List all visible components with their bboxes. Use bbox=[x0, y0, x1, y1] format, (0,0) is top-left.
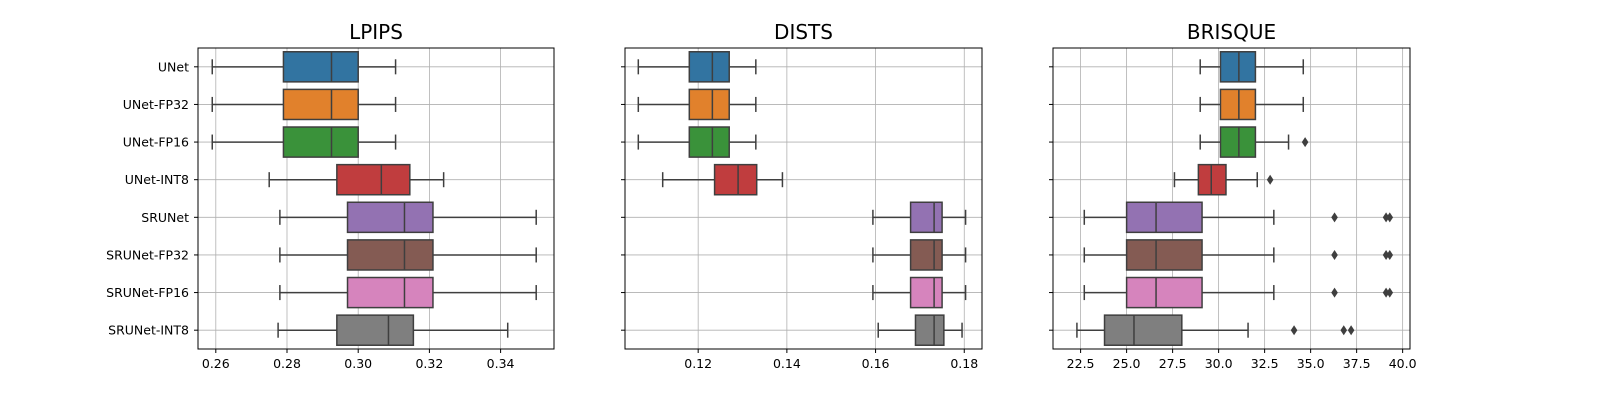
box-UNet-INT8 bbox=[661, 163, 784, 196]
y-tick-label: UNet bbox=[158, 59, 189, 74]
axes-frame bbox=[1052, 47, 1411, 350]
box-SRUNet-INT8 bbox=[877, 314, 963, 346]
box-UNet bbox=[1199, 51, 1305, 83]
iqr-box bbox=[688, 51, 730, 83]
iqr-box bbox=[1125, 201, 1203, 234]
box-UNet-FP32 bbox=[637, 88, 757, 121]
panel-title: DISTS bbox=[774, 20, 833, 44]
panel-title: LPIPS bbox=[349, 20, 403, 44]
iqr-box bbox=[346, 276, 434, 309]
iqr-box bbox=[1125, 276, 1203, 309]
outlier-point-1 bbox=[1382, 249, 1390, 260]
y-tick-label: SRUNet-INT8 bbox=[108, 323, 189, 338]
outlier-point-0 bbox=[1290, 325, 1298, 336]
x-tick-label: 32.5 bbox=[1251, 356, 1279, 371]
x-tick-label: 0.26 bbox=[202, 356, 230, 371]
box-SRUNet-FP32 bbox=[1083, 239, 1394, 271]
y-tick-label: SRUNet-FP32 bbox=[106, 247, 189, 262]
x-tick-label: 0.18 bbox=[950, 356, 978, 371]
iqr-box bbox=[1219, 51, 1257, 83]
x-tick-label: 30.0 bbox=[1205, 356, 1233, 371]
iqr-box bbox=[346, 239, 434, 271]
panel-title: BRISQUE bbox=[1187, 20, 1276, 44]
y-tick-label: SRUNet-FP16 bbox=[106, 285, 189, 300]
box-SRUNet-INT8 bbox=[277, 314, 509, 346]
x-tick-label: 35.0 bbox=[1297, 356, 1325, 371]
x-tick-label: 0.12 bbox=[684, 356, 712, 371]
box-SRUNet-INT8 bbox=[1076, 314, 1355, 346]
box-SRUNet-FP16 bbox=[872, 276, 967, 309]
outlier-point-0 bbox=[1266, 174, 1274, 185]
box-SRUNet-FP32 bbox=[279, 239, 537, 271]
box-SRUNet bbox=[872, 201, 967, 234]
iqr-box bbox=[346, 201, 434, 234]
outlier-point-0 bbox=[1331, 212, 1338, 223]
x-tick-label: 0.30 bbox=[344, 356, 372, 371]
box-UNet bbox=[211, 51, 397, 83]
panel-lpips: 0.26 0.28 0.30 0.32 0.34 UNet UNet-FP32 UNet-FP… bbox=[106, 20, 555, 371]
x-tick-label: 0.32 bbox=[415, 356, 443, 371]
iqr-box bbox=[282, 51, 359, 83]
outlier-point-1 bbox=[1340, 325, 1348, 336]
iqr-box bbox=[1219, 126, 1257, 158]
axes-frame bbox=[197, 47, 555, 350]
iqr-box bbox=[914, 314, 945, 346]
iqr-box bbox=[688, 88, 730, 121]
box-UNet-FP16 bbox=[1199, 126, 1309, 158]
box-UNet bbox=[637, 51, 757, 83]
iqr-box bbox=[909, 276, 943, 309]
axes-frame bbox=[624, 47, 983, 350]
x-tick-label: 25.0 bbox=[1113, 356, 1141, 371]
iqr-box bbox=[1125, 239, 1203, 271]
box-UNet-INT8 bbox=[268, 163, 445, 196]
y-tick-label: UNet-FP16 bbox=[123, 135, 189, 150]
iqr-box bbox=[688, 126, 730, 158]
box-UNet-FP16 bbox=[211, 126, 397, 158]
outlier-point-2 bbox=[1386, 287, 1394, 298]
box-SRUNet-FP16 bbox=[1083, 276, 1394, 309]
box-UNet-FP32 bbox=[211, 88, 397, 121]
box-SRUNet-FP16 bbox=[279, 276, 537, 309]
iqr-box bbox=[713, 163, 758, 196]
x-tick-label: 37.5 bbox=[1343, 356, 1371, 371]
y-tick-label: UNet-FP32 bbox=[123, 97, 189, 112]
iqr-box bbox=[336, 163, 411, 196]
panel-brisque: 22.5 25.0 27.5 30.0 32.5 35.0 37.5 40.0 BRISQUE bbox=[1049, 20, 1417, 371]
outlier-point-1 bbox=[1382, 212, 1390, 223]
iqr-box bbox=[282, 126, 359, 158]
outlier-point-1 bbox=[1382, 287, 1390, 298]
box-SRUNet bbox=[279, 201, 537, 234]
iqr-box bbox=[1219, 88, 1257, 121]
outlier-point-2 bbox=[1347, 325, 1355, 336]
panel-dists: 0.12 0.14 0.16 0.18 DISTS bbox=[621, 20, 983, 371]
x-tick-label: 22.5 bbox=[1067, 356, 1095, 371]
iqr-box bbox=[1197, 163, 1227, 196]
box-SRUNet bbox=[1083, 201, 1394, 234]
outlier-point-2 bbox=[1386, 249, 1394, 260]
x-tick-label: 40.0 bbox=[1389, 356, 1417, 371]
x-tick-label: 0.14 bbox=[773, 356, 801, 371]
box-UNet-FP16 bbox=[637, 126, 757, 158]
iqr-box bbox=[909, 201, 943, 234]
box-SRUNet-FP32 bbox=[872, 239, 967, 271]
iqr-box bbox=[909, 239, 943, 271]
x-tick-label: 0.16 bbox=[862, 356, 890, 371]
box-UNet-FP32 bbox=[1199, 88, 1305, 121]
x-tick-label: 0.28 bbox=[273, 356, 301, 371]
iqr-box bbox=[282, 88, 359, 121]
box-UNet-INT8 bbox=[1173, 163, 1274, 196]
y-tick-label: UNet-INT8 bbox=[125, 172, 189, 187]
outlier-point-0 bbox=[1331, 249, 1338, 260]
outlier-point-0 bbox=[1331, 287, 1338, 298]
outlier-point-2 bbox=[1386, 212, 1394, 223]
y-tick-label: SRUNet bbox=[141, 210, 189, 225]
outlier-point-0 bbox=[1301, 137, 1309, 148]
iqr-box bbox=[336, 314, 415, 346]
x-tick-label: 27.5 bbox=[1159, 356, 1187, 371]
x-tick-label: 0.34 bbox=[487, 356, 515, 371]
iqr-box bbox=[1103, 314, 1183, 346]
